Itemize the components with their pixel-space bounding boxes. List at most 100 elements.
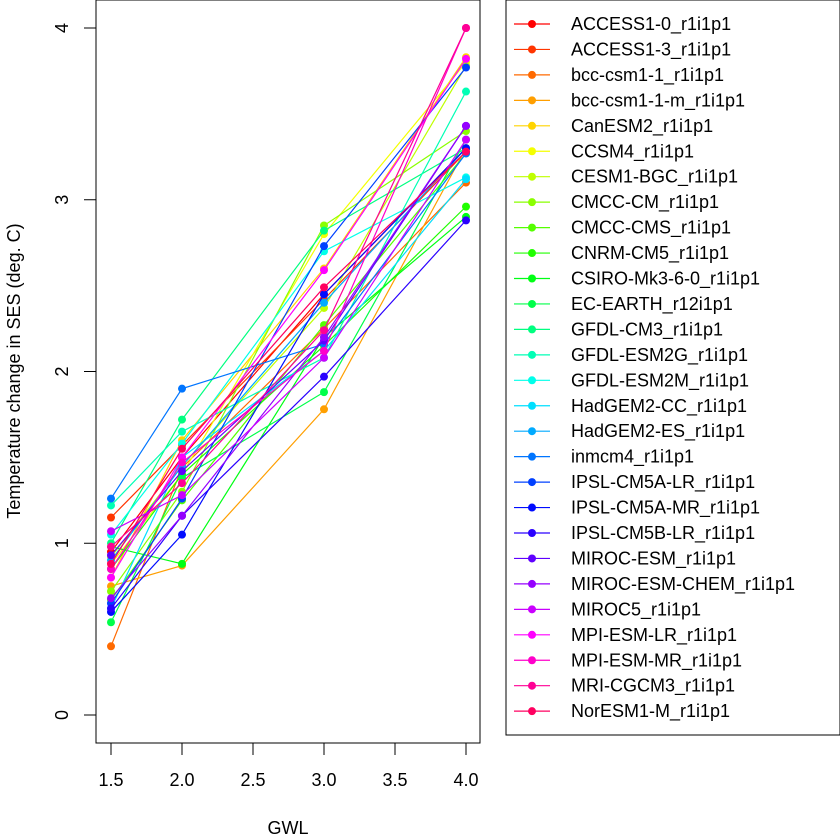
legend-item: CMCC-CMS_r1i1p1 [514,218,731,239]
data-point [107,618,115,627]
legend-label: HadGEM2-CC_r1i1p1 [571,396,747,417]
legend-marker [528,478,536,487]
legend-label: ACCESS1-3_r1i1p1 [571,39,731,60]
legend-label: CESM1-BGC_r1i1p1 [571,167,738,188]
data-point [178,384,186,393]
x-axis: 1.5 2.0 2.5 3.0 3.5 4.0 [98,742,479,790]
legend-marker [528,376,536,385]
data-point [462,135,470,144]
legend-label: CSIRO-Mk3-6-0_r1i1p1 [571,269,760,290]
data-point [462,54,470,63]
legend-item: HadGEM2-ES_r1i1p1 [514,421,745,442]
data-point [107,513,115,522]
data-point [107,551,115,560]
legend-label: IPSL-CM5B-LR_r1i1p1 [571,523,755,544]
legend-item: IPSL-CM5A-MR_r1i1p1 [514,498,760,519]
data-point [107,594,115,603]
data-point [462,216,470,225]
data-point [178,427,186,436]
legend-label: CMCC-CMS_r1i1p1 [571,218,731,239]
series-line [110,139,467,532]
legend-label: MPI-ESM-LR_r1i1p1 [571,625,737,646]
legend-marker [528,249,536,258]
data-point [178,491,186,500]
data-point [320,388,328,397]
data-point [320,346,328,355]
data-point [320,266,328,275]
legend-marker [528,325,536,334]
legend-label: GFDL-CM3_r1i1p1 [571,319,723,340]
series-line [110,147,467,587]
legend-item: MIROC5_r1i1p1 [514,599,701,620]
legend-item: HadGEM2-CC_r1i1p1 [514,396,747,417]
legend-label: MIROC5_r1i1p1 [571,599,701,620]
series-line [110,206,467,570]
series-line [110,61,467,565]
y-tick-label: 3 [52,195,72,205]
legend-marker [528,350,536,359]
legend-marker [528,121,536,130]
data-point [462,121,470,130]
legend-label: EC-EARTH_r12i1p1 [571,294,733,315]
legend-label: bcc-csm1-1-m_r1i1p1 [571,90,745,111]
legend-marker [528,681,536,690]
series-line [110,65,467,558]
series-8 [107,127,470,596]
y-tick-label: 0 [52,710,72,720]
x-tick-label: 3.5 [382,770,407,790]
legend-marker [528,579,536,588]
legend-marker [528,554,536,563]
series-24 [107,135,470,536]
series-layer [107,24,470,651]
data-point [462,87,470,96]
legend-label: GFDL-ESM2G_r1i1p1 [571,345,748,366]
series-10 [107,202,470,574]
legend-label: inmcm4_r1i1p1 [571,447,694,468]
data-point [107,642,115,651]
legend: ACCESS1-0_r1i1p1 ACCESS1-3_r1i1p1 bcc-csm1… [514,14,795,722]
data-point [320,298,328,307]
legend-marker [528,529,536,537]
data-point [107,542,115,551]
legend-label: HadGEM2-ES_r1i1p1 [571,421,745,442]
legend-item: IPSL-CM5A-LR_r1i1p1 [514,472,755,493]
y-axis-label: Temperature change in SES (deg. C) [4,223,24,518]
data-point [320,326,328,335]
data-point [320,353,328,362]
legend-item: ACCESS1-3_r1i1p1 [514,39,731,60]
legend-marker [528,630,536,639]
data-point [178,458,186,467]
legend-label: bcc-csm1-1_r1i1p1 [571,65,724,86]
y-tick-label: 2 [52,366,72,376]
series-27 [107,24,470,551]
data-point [178,559,186,568]
data-point [178,479,186,488]
legend-marker [528,223,536,232]
legend-marker [528,427,536,436]
data-point [320,242,328,251]
legend-item: bcc-csm1-1-m_r1i1p1 [514,90,745,111]
data-point [107,527,115,536]
legend-marker [528,656,536,665]
data-point [320,226,328,235]
legend-marker [528,274,536,283]
legend-marker [528,452,536,461]
data-point [320,372,328,381]
series-20 [107,144,470,616]
series-line [110,147,467,613]
data-point [178,415,186,424]
legend-item: CNRM-CM5_r1i1p1 [514,243,729,264]
legend-label: CanESM2_r1i1p1 [571,116,713,137]
series-line [110,178,467,609]
data-point [107,573,115,582]
legend-label: NorESM1-M_r1i1p1 [571,701,730,722]
y-tick-label: 1 [52,538,72,548]
series-line [110,130,467,592]
data-point [178,511,186,520]
series-line [110,58,467,578]
data-point [107,604,115,613]
legend-item: MPI-ESM-MR_r1i1p1 [514,650,742,671]
legend-item: MRI-CGCM3_r1i1p1 [514,676,735,697]
legend-label: ACCESS1-0_r1i1p1 [571,14,731,35]
x-axis-label: GWL [267,818,308,838]
